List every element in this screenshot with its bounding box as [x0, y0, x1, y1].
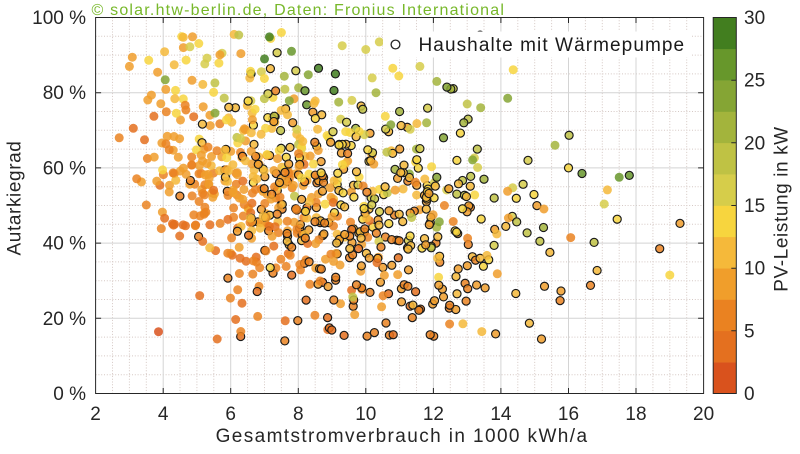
svg-text:60 %: 60 % — [43, 158, 86, 179]
svg-text:40 %: 40 % — [43, 234, 86, 255]
svg-text:0 %: 0 % — [53, 384, 86, 405]
svg-text:18: 18 — [625, 404, 646, 425]
svg-text:12: 12 — [423, 404, 444, 425]
svg-text:14: 14 — [490, 404, 512, 425]
svg-text:Autarkiegrad: Autarkiegrad — [5, 141, 26, 256]
svg-text:5: 5 — [744, 321, 755, 342]
svg-text:20: 20 — [744, 133, 765, 154]
svg-text:16: 16 — [558, 404, 579, 425]
svg-text:80 %: 80 % — [43, 83, 86, 104]
svg-text:20: 20 — [693, 404, 714, 425]
svg-text:25: 25 — [744, 71, 765, 92]
svg-text:Haushalte mit Wärmepumpe: Haushalte mit Wärmepumpe — [419, 35, 686, 56]
svg-text:© solar.htw-berlin.de, Daten:: © solar.htw-berlin.de, Daten: Fronius In… — [92, 2, 506, 19]
svg-text:15: 15 — [744, 196, 765, 217]
svg-text:100 %: 100 % — [32, 8, 86, 29]
svg-text:Gesamtstromverbrauch in 1000 k: Gesamtstromverbrauch in 1000 kWh/a — [216, 426, 589, 447]
svg-text:20 %: 20 % — [43, 309, 86, 330]
svg-text:30: 30 — [744, 8, 765, 29]
svg-text:0: 0 — [744, 384, 755, 405]
svg-text:4: 4 — [158, 404, 169, 425]
svg-text:10: 10 — [355, 404, 376, 425]
svg-text:PV-Leistung in kW: PV-Leistung in kW — [772, 126, 793, 291]
svg-text:6: 6 — [225, 404, 236, 425]
svg-text:10: 10 — [744, 259, 765, 280]
svg-text:2: 2 — [90, 404, 101, 425]
svg-text:8: 8 — [293, 404, 304, 425]
